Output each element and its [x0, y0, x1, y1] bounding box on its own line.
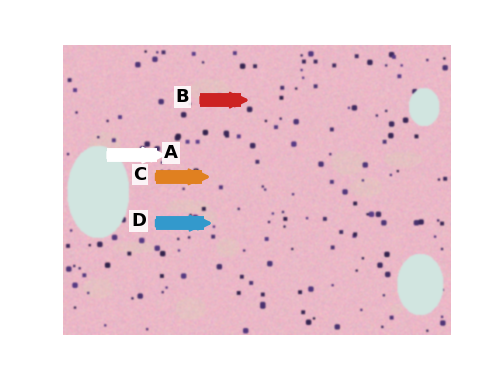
Text: D: D: [131, 212, 146, 230]
FancyArrow shape: [156, 169, 205, 185]
FancyArrow shape: [107, 147, 160, 163]
FancyArrow shape: [156, 215, 206, 231]
Text: B: B: [176, 88, 190, 106]
Text: A: A: [164, 144, 178, 162]
FancyArrow shape: [200, 92, 244, 108]
Text: C: C: [134, 165, 146, 183]
